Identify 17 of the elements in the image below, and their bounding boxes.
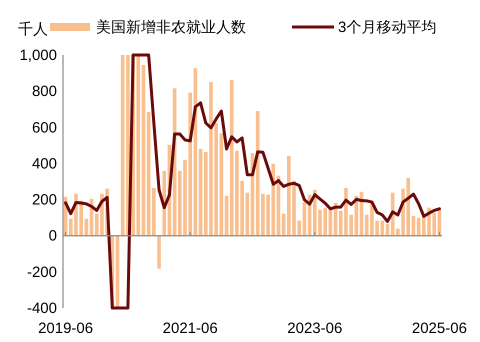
- x-tick-label: 2025-06: [412, 320, 467, 337]
- bar: [157, 236, 161, 269]
- x-tick-label: 2021-06: [162, 320, 218, 337]
- legend-label: 3个月移动平均: [338, 19, 436, 36]
- y-axis-title: 千人: [18, 21, 48, 38]
- y-tick-label: 400: [32, 155, 57, 172]
- y-tick-label: 600: [32, 119, 57, 136]
- y-tick-label: 0: [48, 228, 57, 245]
- y-tick-label: 800: [32, 83, 57, 100]
- x-tick-label: 2023-06: [287, 320, 342, 337]
- x-tick-label: 2019-06: [38, 320, 94, 337]
- y-tick-label: 200: [32, 192, 57, 209]
- line-series: [64, 54, 441, 310]
- y-tick-label: 1,000: [19, 47, 57, 64]
- y-tick-label: -200: [26, 264, 57, 281]
- legend-label: 美国新增非农就业人数: [96, 19, 246, 36]
- y-tick-label: -400: [26, 300, 57, 317]
